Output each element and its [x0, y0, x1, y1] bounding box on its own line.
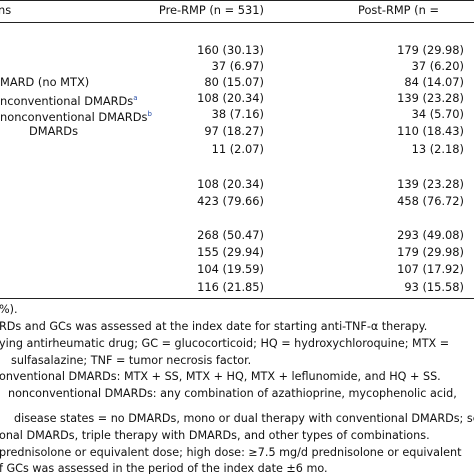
- cell-post: 37 (6.20): [411, 59, 464, 73]
- footnote: nonconventional DMARDs: any combination …: [8, 387, 457, 400]
- cell-pre: 108 (20.34): [197, 91, 264, 105]
- cell-pre: 423 (79.66): [197, 194, 264, 208]
- cell-pre: 160 (30.13): [197, 43, 264, 57]
- cell-post: 34 (5.70): [411, 107, 464, 121]
- row-label: nonconventional DMARDs: [0, 110, 148, 124]
- cell-post: 179 (29.98): [397, 245, 464, 259]
- header-post-rmp: Post-RMP (n =: [358, 3, 440, 17]
- cell-pre: 80 (15.07): [204, 75, 264, 89]
- footnote: onal DMARDs, triple therapy with DMARDs,…: [0, 429, 430, 442]
- cell-post: 93 (15.58): [404, 280, 464, 294]
- footnote: sulfasalazine; TNF = tumor necrosis fact…: [11, 354, 252, 367]
- footnote: disease states = no DMARDs, mono or dual…: [14, 412, 474, 425]
- footnote-marker: a: [133, 94, 138, 102]
- top-rule: [0, 0, 474, 1]
- cell-post: 458 (76.72): [397, 194, 464, 208]
- row-label-with-sup: nonconventional DMARDsb: [0, 107, 152, 124]
- cell-pre: 97 (18.27): [204, 124, 264, 138]
- footnote: onventional DMARDs: MTX + SS, MTX + HQ, …: [0, 370, 441, 383]
- cell-pre: 11 (2.07): [211, 142, 264, 156]
- cell-post: 84 (14.07): [404, 75, 464, 89]
- row-label-with-sup: nconventional DMARDsa: [0, 91, 138, 108]
- row-label: nconventional DMARDs: [0, 94, 134, 108]
- cell-pre: 268 (50.47): [197, 228, 264, 242]
- cell-pre: 37 (6.97): [211, 59, 264, 73]
- footnote: prednisolone or equivalent dose; high do…: [0, 446, 462, 459]
- header-col0: ns: [0, 3, 12, 17]
- header-rule: [0, 22, 474, 23]
- cell-post: 179 (29.98): [397, 43, 464, 57]
- row-label: DMARDs: [29, 124, 79, 138]
- cell-post: 13 (2.18): [411, 142, 464, 156]
- cell-post: 139 (23.28): [397, 177, 464, 191]
- cell-pre: 108 (20.34): [197, 177, 264, 191]
- footnote: %).: [0, 303, 18, 316]
- bottom-rule: [0, 298, 474, 299]
- cell-pre: 116 (21.85): [197, 280, 264, 294]
- cell-pre: 38 (7.16): [211, 107, 264, 121]
- header-pre-rmp: Pre-RMP (n = 531): [158, 3, 264, 17]
- footnote: ying antirheumatic drug; GC = glucocorti…: [0, 337, 450, 350]
- cell-post: 293 (49.08): [397, 228, 464, 242]
- cell-post: 110 (18.43): [397, 124, 464, 138]
- footnote: RDs and GCs was assessed at the index da…: [0, 320, 428, 333]
- cell-pre: 155 (29.94): [197, 245, 264, 259]
- cell-post: 107 (17.92): [397, 262, 464, 276]
- cell-pre: 104 (19.59): [197, 262, 264, 276]
- row-label: MARD (no MTX): [0, 75, 90, 89]
- footnote-marker: b: [147, 110, 152, 118]
- footnote: f GCs was assessed in the period of the …: [0, 462, 328, 474]
- cell-post: 139 (23.28): [397, 91, 464, 105]
